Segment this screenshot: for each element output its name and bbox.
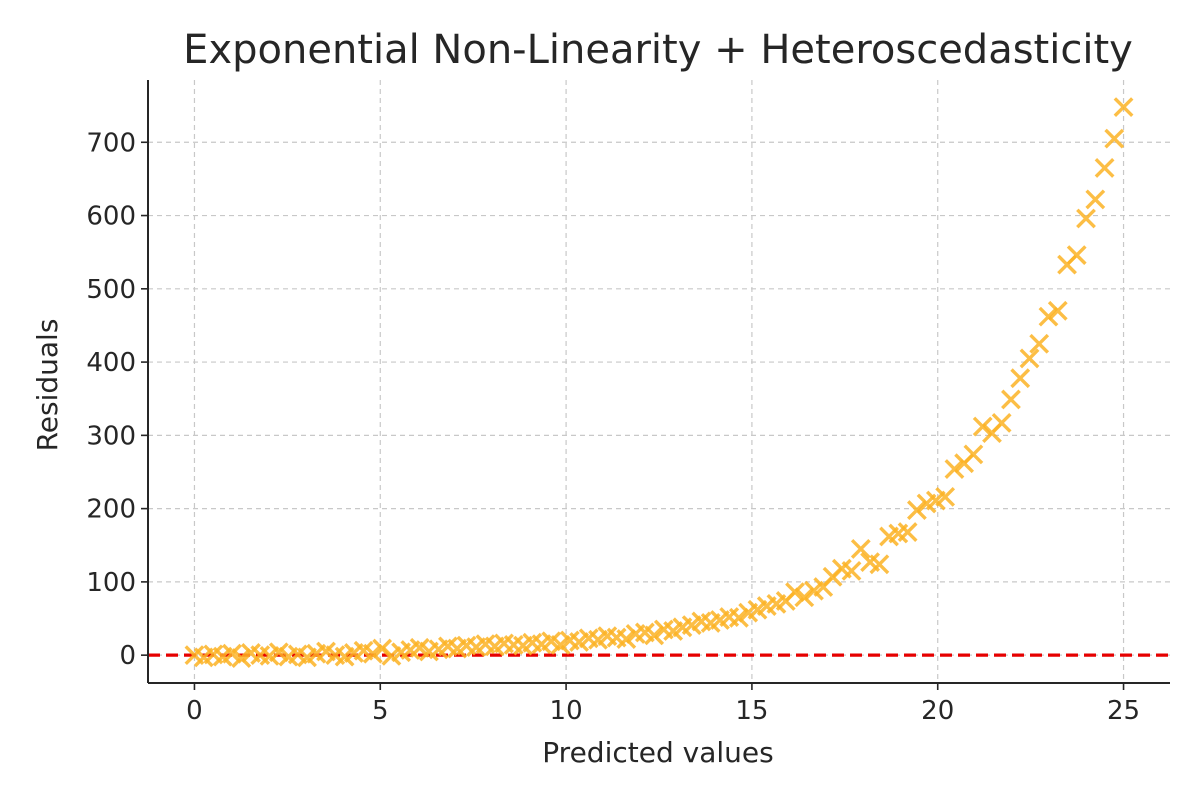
data-point	[963, 444, 984, 465]
data-point	[869, 554, 890, 575]
data-point	[541, 631, 562, 652]
data-point	[1094, 158, 1115, 178]
data-point	[841, 560, 862, 581]
data-point	[1029, 333, 1050, 354]
x-tick-label: 25	[1107, 696, 1140, 726]
data-point	[1047, 300, 1068, 321]
data-point	[1104, 128, 1125, 149]
data-point	[222, 643, 242, 664]
x-tick-label: 10	[550, 696, 583, 726]
data-point	[663, 621, 684, 641]
data-point	[1001, 389, 1021, 410]
data-point	[907, 500, 927, 520]
y-tick-label: 100	[86, 568, 136, 598]
data-point	[925, 490, 946, 511]
y-tick-label: 0	[119, 641, 136, 671]
data-point	[1076, 208, 1096, 229]
y-tick-label: 300	[86, 421, 136, 451]
data-point	[747, 599, 768, 620]
data-point	[409, 637, 430, 658]
data-point	[897, 522, 918, 542]
y-tick-label: 500	[86, 275, 136, 305]
data-point	[681, 615, 702, 636]
chart-title: Exponential Non-Linearity + Heteroscedas…	[183, 27, 1133, 73]
data-point	[259, 645, 280, 666]
data-point	[728, 607, 749, 628]
data-point	[616, 629, 637, 649]
data-point	[804, 580, 824, 601]
data-point	[1038, 306, 1059, 327]
data-point	[268, 642, 289, 663]
axes: 0 5 10 15 20 25 0 100 200 300 400 500 600 700	[86, 80, 1170, 726]
y-tick-label: 700	[86, 128, 136, 158]
data-point	[316, 641, 336, 662]
y-axis-label: Residuals	[31, 319, 64, 452]
data-point	[550, 634, 571, 655]
data-point	[1085, 189, 1106, 210]
data-point	[1010, 368, 1031, 389]
y-tick-label: 400	[86, 348, 136, 378]
x-tick-label: 0	[186, 696, 203, 726]
data-point	[334, 646, 355, 667]
data-point	[972, 416, 993, 437]
data-point	[850, 539, 871, 559]
x-tick-label: 20	[921, 696, 954, 726]
data-point	[193, 647, 214, 668]
data-point	[1019, 348, 1040, 369]
data-point	[1113, 97, 1134, 118]
data-point	[381, 645, 402, 666]
data-point	[1066, 245, 1087, 266]
data-point	[531, 634, 552, 655]
data-point	[935, 486, 956, 507]
data-point	[362, 643, 383, 664]
data-point	[569, 632, 590, 652]
y-tick-label: 200	[86, 495, 136, 525]
data-point	[785, 582, 805, 603]
x-tick-label: 5	[372, 696, 389, 726]
x-axis-label: Predicted values	[542, 736, 773, 769]
data-point	[991, 412, 1012, 433]
data-point	[644, 625, 665, 646]
data-point	[944, 459, 965, 479]
x-tick-label: 15	[735, 696, 768, 726]
data-point	[794, 587, 815, 608]
data-point	[231, 648, 252, 668]
data-point	[588, 629, 608, 650]
data-point	[297, 647, 317, 668]
data-points	[184, 97, 1134, 668]
y-tick-label: 600	[86, 202, 136, 232]
grid	[148, 80, 1170, 683]
